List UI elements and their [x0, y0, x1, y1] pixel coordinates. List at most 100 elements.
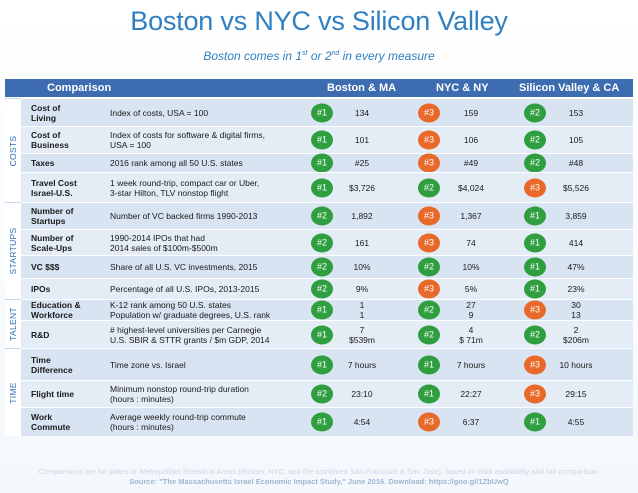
footnote: Comparisons are for states or Metropolit…	[38, 467, 600, 476]
row-metric: IPOs	[31, 284, 51, 294]
rank-badge-nyc: #3	[418, 412, 440, 432]
row-metric: Travel Cost Israel-U.S.	[31, 177, 77, 198]
rank-badge-nyc: #2	[418, 178, 440, 197]
rank-badge-boston: #2	[311, 206, 333, 226]
table-row: Travel Cost Israel-U.S. 1 week round-trip…	[21, 172, 633, 202]
rank-badge-boston: #1	[311, 412, 333, 432]
rank-badge-sv: #1	[524, 412, 546, 432]
value-boston: 134	[354, 107, 370, 118]
table-header: Comparison Boston & MA NYC & NY Silicon …	[5, 79, 633, 97]
row-description: Average weekly round-trip commute (hours…	[110, 412, 246, 432]
value-nyc: 6:37	[462, 417, 480, 427]
value-sv: 47%	[567, 262, 585, 272]
table-row: Time Difference Time zone vs. Israel #1 7 h…	[21, 348, 633, 380]
row-description: K-12 rank among 50 U.S. states Populatio…	[110, 300, 271, 320]
rank-badge-boston: #2	[311, 279, 333, 299]
row-description: Index of costs, USA = 100	[110, 107, 209, 118]
value-sv: 3,859	[565, 211, 587, 221]
value-nyc: 1,367	[460, 211, 482, 221]
value-sv: 105	[568, 135, 584, 145]
rank-badge-boston: #1	[311, 355, 333, 374]
row-description: 2016 rank among all 50 U.S. states	[110, 158, 243, 168]
value-boston: #25	[354, 158, 370, 168]
header-nyc: NYC & NY	[436, 82, 489, 94]
rank-badge-sv: #2	[524, 325, 546, 344]
table-row: IPOs Percentage of all U.S. IPOs, 2013-20…	[21, 278, 633, 299]
row-metric: Education & Workforce	[31, 300, 81, 320]
section-label-text: COSTS	[8, 135, 18, 166]
row-description: Time zone vs. Israel	[110, 359, 186, 370]
header-boston: Boston & MA	[327, 82, 397, 94]
rank-badge-nyc: #3	[418, 279, 440, 299]
table-row: Cost of Business Index of costs for softw…	[21, 126, 633, 153]
rank-badge-nyc: #2	[418, 257, 440, 277]
header-silicon-valley: Silicon Valley & CA	[519, 82, 620, 94]
rank-badge-nyc: #1	[418, 384, 440, 404]
value-nyc: 7 hours	[456, 359, 486, 370]
row-description: Index of costs for software & digital fi…	[110, 130, 265, 150]
source-note: Source: "The Massachusetts Israel Econom…	[129, 477, 509, 486]
section-label-text: TIME	[8, 381, 18, 404]
table-row: Number of Scale-Ups 1990-2014 IPOs that h…	[21, 229, 633, 255]
table-row: R&D # highest-level universities per Carn…	[21, 320, 633, 348]
row-description: 1 week round-trip, compact car or Uber, …	[110, 177, 260, 198]
row-metric: Number of Scale-Ups	[31, 232, 74, 253]
rank-badge-boston: #1	[311, 103, 333, 122]
table-row: Work Commute Average weekly round-trip co…	[21, 407, 633, 436]
table-row: Education & Workforce K-12 rank among 50 …	[21, 299, 633, 320]
section-label: TIME	[5, 348, 21, 436]
rank-badge-sv: #1	[524, 257, 546, 277]
value-nyc: 106	[463, 135, 479, 145]
section-label: TALENT	[5, 299, 21, 348]
rank-badge-boston: #1	[311, 130, 333, 150]
rank-badge-boston: #1	[311, 178, 333, 197]
value-nyc: 27 9	[466, 300, 476, 320]
row-metric: Work Commute	[31, 412, 71, 432]
value-boston: 4:54	[353, 417, 371, 427]
value-sv: 30 13	[571, 300, 581, 320]
rank-badge-boston: #2	[311, 384, 333, 404]
value-sv: 2 $206m	[563, 324, 589, 345]
row-description: Minimum nonstop round-trip duration (hou…	[110, 384, 249, 404]
row-description: Number of VC backed firms 1990-2013	[110, 211, 258, 221]
row-metric: R&D	[31, 329, 50, 340]
row-description: # highest-level universities per Carnegi…	[110, 324, 270, 345]
table-row: Taxes 2016 rank among all 50 U.S. states #…	[21, 153, 633, 173]
table-row: VC $$$ Share of all U.S. VC investments, …	[21, 255, 633, 278]
row-metric: Time Difference	[31, 354, 73, 375]
rank-badge-sv: #2	[524, 103, 546, 122]
row-metric: Flight time	[31, 389, 74, 399]
value-boston: 7 $539m	[349, 324, 375, 345]
row-metric: Taxes	[31, 158, 55, 168]
page-subtitle: Boston comes in 1st or 2nd in every meas…	[203, 49, 435, 63]
value-boston: 10%	[353, 262, 371, 272]
row-description: Share of all U.S. VC investments, 2015	[110, 262, 258, 272]
value-sv: 4:55	[567, 417, 585, 427]
value-nyc: 5%	[464, 284, 478, 294]
rank-badge-boston: #1	[311, 153, 333, 173]
value-nyc: 74	[466, 237, 476, 248]
rank-badge-sv: #2	[524, 153, 546, 173]
value-boston: 9%	[355, 284, 369, 294]
comparison-table: Comparison Boston & MA NYC & NY Silicon …	[5, 79, 633, 463]
rank-badge-nyc: #2	[418, 300, 440, 320]
section-label: STARTUPS	[5, 202, 21, 299]
value-sv: 414	[568, 237, 584, 248]
rank-badge-nyc: #3	[418, 130, 440, 150]
rank-badge-sv: #3	[524, 178, 546, 197]
section-label-text: TALENT	[8, 307, 18, 341]
value-sv: #48	[568, 158, 584, 168]
header-comparison: Comparison	[47, 82, 112, 94]
rank-badge-boston: #1	[311, 300, 333, 320]
row-metric: VC $$$	[31, 262, 60, 272]
value-nyc: 10%	[462, 262, 480, 272]
rank-badge-nyc: #3	[418, 153, 440, 173]
value-sv: 29:15	[565, 389, 587, 399]
row-metric: Number of Startups	[31, 206, 74, 226]
rank-badge-nyc: #3	[418, 206, 440, 226]
value-boston: 1,892	[351, 211, 373, 221]
rank-badge-sv: #3	[524, 300, 546, 320]
rank-badge-sv: #1	[524, 206, 546, 226]
section-label-text: STARTUPS	[8, 227, 18, 275]
value-sv: $5,526	[563, 182, 589, 193]
